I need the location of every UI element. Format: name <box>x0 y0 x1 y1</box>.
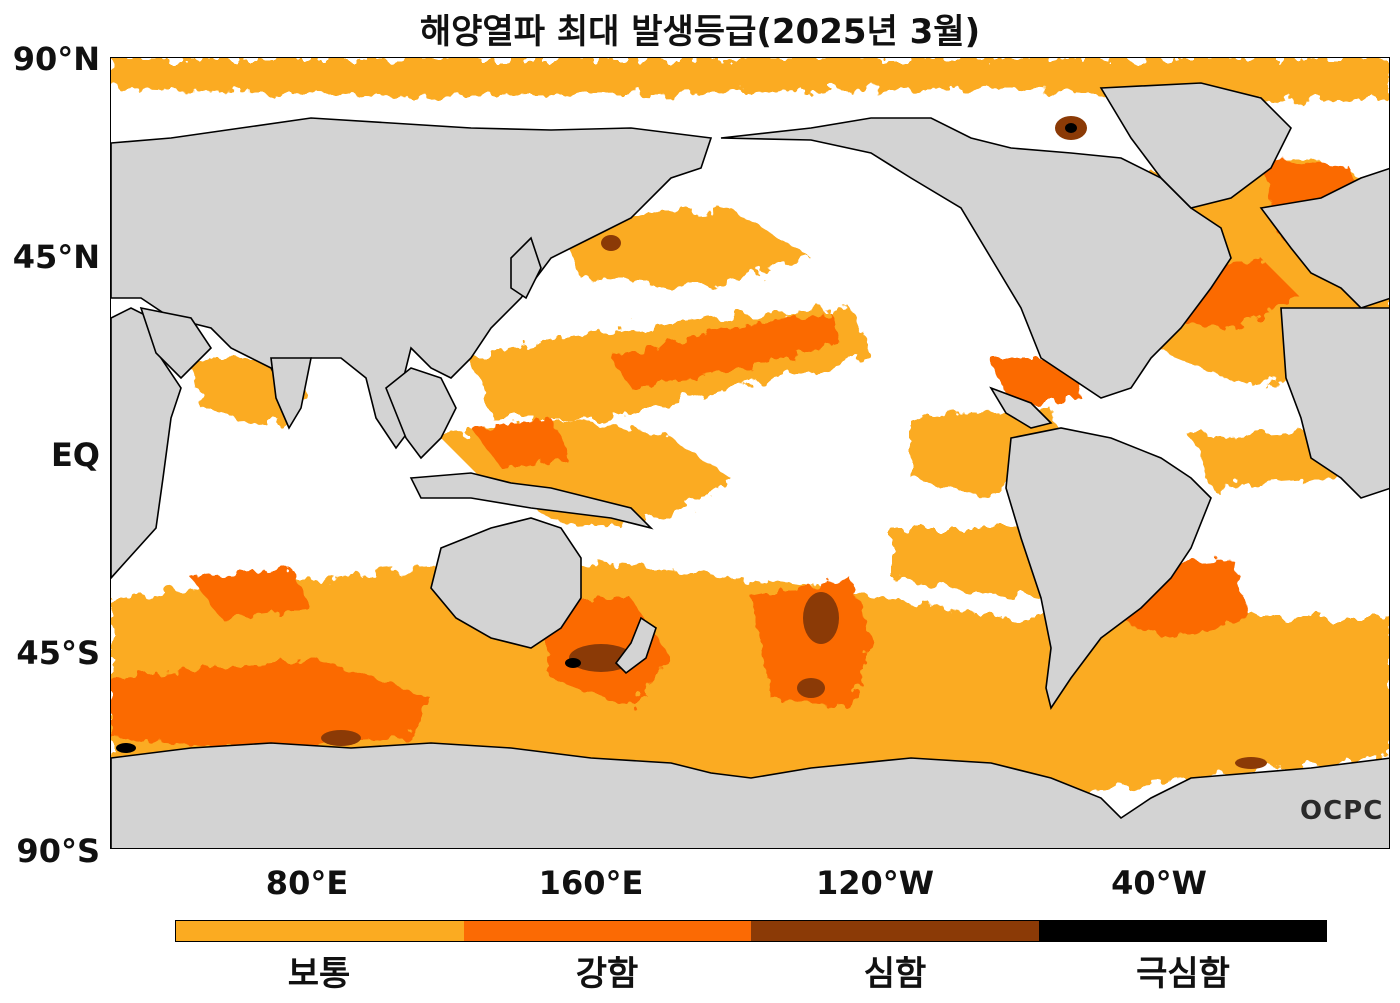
land-japan <box>510 236 542 300</box>
land-india <box>270 357 312 430</box>
lat-label-90s: 90°S <box>16 832 100 870</box>
land-indonesia <box>409 472 654 530</box>
lat-label-eq: EQ <box>50 436 100 474</box>
colorbar-segment-severe <box>751 921 1039 941</box>
land-europe-right <box>1259 167 1389 309</box>
world-map <box>110 57 1390 849</box>
land-north-america <box>720 117 1232 399</box>
land-greenland <box>1099 82 1292 209</box>
map-canvas <box>111 58 1389 848</box>
land-eurasia <box>111 117 713 450</box>
colorbar <box>175 920 1327 942</box>
land-new-zealand <box>614 616 657 675</box>
legend-label-severe: 심함 <box>863 954 927 994</box>
lon-label-160e: 160°E <box>538 864 644 902</box>
land-indochina <box>385 367 457 460</box>
heatwave-strong-zones <box>111 158 1361 748</box>
lon-label-40w: 40°W <box>1111 864 1207 902</box>
colorbar-segment-strong <box>463 921 751 941</box>
lon-label-80e: 80°E <box>265 864 349 902</box>
land-australia <box>430 517 582 649</box>
legend-label-moderate: 보통 <box>287 954 351 994</box>
heatwave-extreme-zones <box>116 123 1077 753</box>
colorbar-segment-extreme <box>1038 921 1326 941</box>
land-south-america <box>1005 427 1212 710</box>
lat-label-90n: 90°N <box>12 40 100 78</box>
lat-label-45n: 45°N <box>12 238 100 276</box>
land-masses <box>111 82 1389 848</box>
lat-label-45s: 45°S <box>16 634 100 672</box>
land-arabia <box>139 306 213 380</box>
land-central-america <box>989 386 1053 429</box>
colorbar-segment-moderate <box>176 921 464 941</box>
land-africa <box>111 307 182 580</box>
map-title: 해양열파 최대 발생등급(2025년 3월) <box>419 12 981 52</box>
legend-label-extreme: 극심함 <box>1136 954 1230 994</box>
ocpc-logo: OCPC <box>1300 796 1384 826</box>
land-antarctica <box>111 742 1389 848</box>
lon-label-120w: 120°W <box>815 864 935 902</box>
legend-label-strong: 강함 <box>575 954 639 994</box>
land-africa-right <box>1280 307 1389 499</box>
